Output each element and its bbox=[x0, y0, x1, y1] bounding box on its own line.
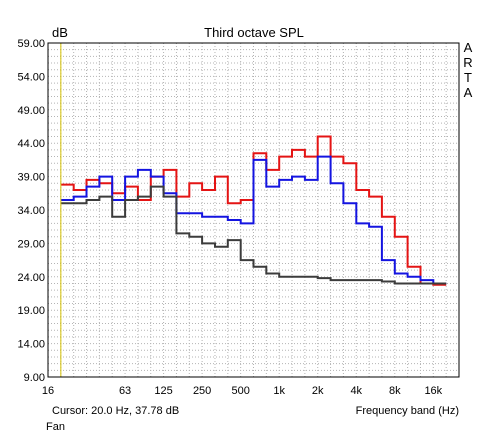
y-tick-label: 24.00 bbox=[17, 272, 45, 284]
y-tick-label: 54.00 bbox=[17, 71, 45, 83]
y-tick-label: 39.00 bbox=[17, 172, 45, 184]
brand-letter: R bbox=[463, 55, 472, 70]
chart-title: Third octave SPL bbox=[204, 25, 304, 40]
x-tick-label: 500 bbox=[231, 385, 249, 397]
x-tick-label: 16k bbox=[424, 385, 442, 397]
y-axis-unit-label: dB bbox=[52, 25, 68, 40]
plot-area: 59.00 54.00 49.00 44.00 39.00 34.00 29.00 24.00… bbox=[17, 38, 460, 397]
x-tick-label: 8k bbox=[389, 385, 401, 397]
cursor-readout: Cursor: 20.0 Hz, 37.78 dB bbox=[52, 405, 179, 417]
series-line-2 bbox=[60, 155, 447, 285]
x-tick-label: 4k bbox=[350, 385, 362, 397]
y-tick-label: 49.00 bbox=[17, 105, 45, 117]
x-tick-label: 1k bbox=[273, 385, 285, 397]
y-tick-label: 19.00 bbox=[17, 305, 45, 317]
y-tick-label: 29.00 bbox=[17, 238, 45, 250]
x-tick-label: 250 bbox=[193, 385, 211, 397]
x-tick-label: 63 bbox=[119, 385, 131, 397]
brand-letter: A bbox=[464, 40, 473, 55]
footer-label: Fan bbox=[46, 421, 65, 433]
y-tick-label: 44.00 bbox=[17, 138, 45, 150]
y-tick-label: 34.00 bbox=[17, 205, 45, 217]
x-tick-label: 2k bbox=[312, 385, 324, 397]
y-tick-label: 14.00 bbox=[17, 339, 45, 351]
x-axis-label: Frequency band (Hz) bbox=[356, 405, 459, 417]
plot-border bbox=[47, 42, 460, 378]
brand-letter: T bbox=[464, 70, 472, 85]
brand-letter: A bbox=[464, 85, 473, 100]
x-tick-label: 16 bbox=[42, 385, 54, 397]
y-tick-label: 9.00 bbox=[24, 372, 45, 384]
x-tick-label: 125 bbox=[154, 385, 172, 397]
series-line-3 bbox=[60, 185, 447, 285]
y-tick-label: 59.00 bbox=[17, 38, 45, 50]
